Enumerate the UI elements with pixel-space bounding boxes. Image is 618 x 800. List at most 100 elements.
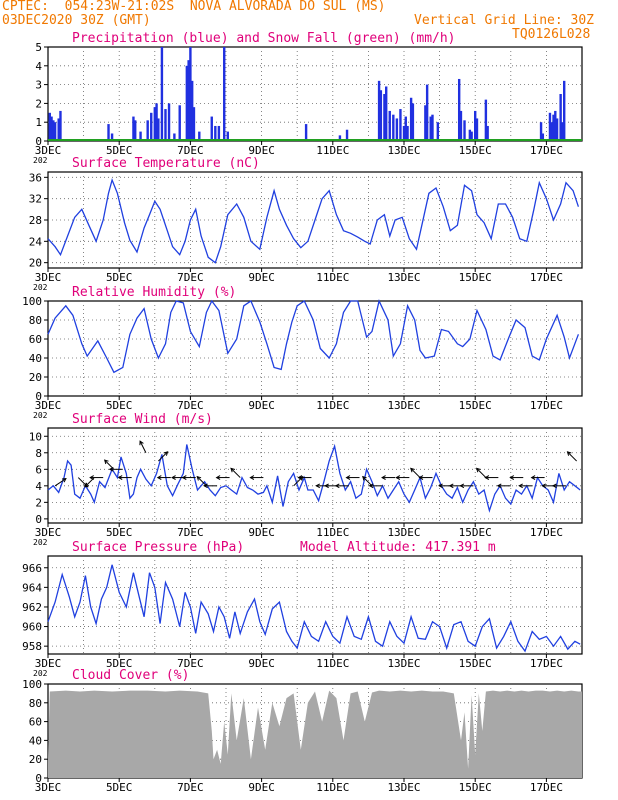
precip-bar [214,125,217,141]
precip-bar [189,47,192,141]
precip-bar [146,120,149,141]
precip-bar [563,80,566,141]
y-tick-label: 962 [22,601,42,614]
precip-bar [167,103,171,141]
precip-bar [468,129,472,141]
wind-arrow [476,468,487,478]
precip-bar [457,78,461,141]
y-tick-label: 20 [29,371,42,384]
x-tick-label: 3DEC [35,781,62,794]
wind-arrow [293,476,304,487]
x-tick-label: 9DEC [248,144,275,157]
year-label: 202 [33,283,48,292]
precip-bar [395,118,399,141]
wind-arrow-head [203,483,208,489]
x-tick-label: 7DEC [177,526,204,539]
precip-bar [160,47,164,141]
wind-arrow-head [230,467,236,473]
precip-bar [392,114,395,141]
wind-arrow [158,451,168,462]
precip-bar [399,109,402,141]
x-tick-label: 7DEC [177,657,204,670]
wind-arrow-head [530,475,536,480]
wind-arrow-head [108,466,114,472]
year-label: 202 [33,156,48,165]
panel-frame [47,46,583,142]
series-line [47,299,580,374]
x-tick-label: 13DEC [387,271,420,284]
x-tick-label: 17DEC [530,781,563,794]
panel-frame [47,300,583,397]
x-tick-label: 3DEC [35,271,62,284]
precip-bar [190,80,194,141]
year-label: 202 [33,538,48,547]
y-tick-label: 0 [35,390,42,403]
precip-bar [338,135,342,141]
precip-bar [379,90,383,141]
x-tick-label: 17DEC [530,657,563,670]
x-tick-label: 13DEC [387,781,420,794]
precip-bar [385,86,388,141]
wind-arrow [54,478,67,487]
x-tick-label: 3DEC [35,144,62,157]
precip-bar [217,125,221,141]
y-tick-label: 5 [35,41,42,54]
panel-frame [47,555,583,655]
x-tick-label: 7DEC [177,399,204,412]
precip-bar [383,94,386,141]
wind-arrow-head [89,475,94,480]
wind-arrow-head [103,459,109,465]
wind-arrow-head [84,482,90,488]
wind-arrow-head [410,467,415,473]
precip-bar [388,110,391,141]
x-tick-label: 3DEC [35,399,62,412]
precip-bar [470,131,473,141]
header-grid-line: Vertical Grid Line: 30Z [414,13,595,28]
y-tick-label: 8 [35,447,42,460]
x-tick-label: 5DEC [106,144,133,157]
series-line [47,564,581,653]
wind-arrow-head [551,483,557,489]
x-tick-label: 15DEC [459,526,492,539]
precip-bar [552,114,555,141]
x-tick-label: 9DEC [248,657,275,670]
x-tick-label: 13DEC [387,144,420,157]
x-tick-label: 13DEC [387,657,420,670]
precip-bar [404,116,407,141]
y-tick-label: 60 [29,716,42,729]
precip-bar [377,80,381,141]
y-tick-label: 0 [35,513,42,526]
y-tick-label: 28 [29,214,42,227]
wind-arrow [362,476,373,487]
wind-arrow-head [475,467,481,473]
x-tick-label: 17DEC [530,271,563,284]
x-tick-label: 9DEC [248,526,275,539]
precip-bar [198,131,201,141]
panel-title: Cloud Cover (%) [72,668,189,683]
precip-bar [486,125,489,141]
y-tick-label: 964 [22,581,42,594]
y-tick-label: 1 [35,116,42,129]
x-tick-label: 3DEC [35,657,62,670]
x-tick-label: 15DEC [459,657,492,670]
y-tick-label: 36 [29,171,42,184]
precip-bar [210,116,213,141]
wind-arrow-head [518,483,523,489]
precip-bar [50,116,53,141]
precip-bar [178,105,181,141]
y-tick-label: 100 [22,295,42,308]
precip-bar [402,125,406,141]
precip-bar [411,103,415,141]
y-tick-label: 20 [29,257,42,270]
y-tick-label: 960 [22,621,42,634]
x-tick-label: 5DEC [106,526,133,539]
precip-bar [555,118,559,141]
y-tick-label: 966 [22,562,42,575]
wind-arrow-head [395,475,401,480]
precip-bar [541,133,545,141]
precip-bar [53,122,57,141]
precip-bar [431,114,434,141]
precip-bar [425,84,429,141]
header-code: TQ0126L028 [512,27,591,42]
wind-arrow-head [566,451,572,456]
